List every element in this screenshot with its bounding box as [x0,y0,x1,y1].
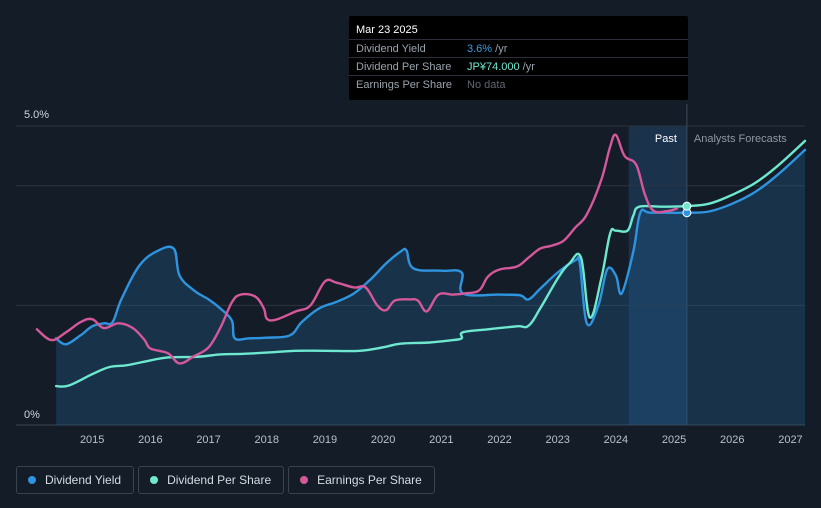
tooltip-value: 3.6% /yr [467,43,508,55]
x-tick-label: 2015 [80,434,104,446]
x-tick-label: 2016 [138,434,162,446]
legend-dot-icon [28,476,36,484]
chart-areas [56,149,806,425]
tooltip-label: Dividend Per Share [356,61,452,73]
legend-item-dividend-yield[interactable]: Dividend Yield [16,466,135,494]
legend-item-earnings-per-share[interactable]: Earnings Per Share [288,466,435,494]
x-tick-label: 2024 [604,434,628,446]
x-tick-label: 2020 [371,434,395,446]
past-label: Past [655,133,677,145]
series-marker [682,201,692,211]
legend-dot-icon [150,476,159,484]
tooltip-value: JP¥74.000 /yr [467,61,535,73]
x-tick-label: 2018 [255,434,279,446]
tooltip-date: Mar 23 2025 [356,24,418,36]
tooltip-row-dividend-per-share: Dividend Per Share JP¥74.000 /yr [349,57,688,76]
chart-labels: 5.0% 0% 2015 2016 2017 2018 2019 2020 2021 2022 20… [24,109,803,446]
legend-label: Dividend Per Share [167,473,272,487]
dividend-yield-area [56,149,806,425]
x-tick-label: 2027 [778,434,802,446]
chart-tooltip: Mar 23 2025 Dividend Yield 3.6% /yr Divi… [349,16,688,100]
y-tick-label: 5.0% [24,109,49,121]
x-tick-label: 2023 [545,434,569,446]
tooltip-value: No data [467,79,506,91]
forecast-label: Analysts Forecasts [694,133,787,145]
dividend-yield-line [54,148,807,346]
legend-item-dividend-per-share[interactable]: Dividend Per Share [138,466,285,494]
tooltip-row-earnings-per-share: Earnings Per Share No data [349,75,688,94]
x-tick-label: 2021 [429,434,453,446]
tooltip-label: Dividend Yield [356,43,426,55]
earnings-per-share-line [35,133,679,365]
x-tick-label: 2017 [196,434,220,446]
x-tick-label: 2019 [313,434,337,446]
past-highlight-band [628,126,687,425]
chart-legend: Dividend Yield Dividend Per Share Earnin… [16,466,435,494]
x-tick-label: 2025 [662,434,686,446]
chart-lines [35,133,807,388]
dividend-per-share-line [54,139,807,388]
legend-label: Dividend Yield [45,473,122,487]
x-tick-label: 2026 [720,434,744,446]
x-tick-label: 2022 [487,434,511,446]
chart-grid [16,104,805,426]
tooltip-row-dividend-yield: Dividend Yield 3.6% /yr [349,39,688,58]
y-tick-label: 0% [24,409,40,421]
tooltip-label: Earnings Per Share [356,79,452,91]
legend-dot-icon [300,476,309,484]
legend-label: Earnings Per Share [317,473,422,487]
